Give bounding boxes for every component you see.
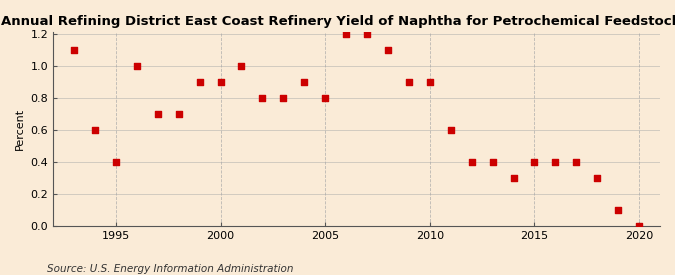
Point: [508, 176, 519, 180]
Point: [90, 128, 101, 132]
Point: [111, 160, 122, 164]
Point: [341, 31, 352, 36]
Point: [278, 95, 289, 100]
Point: [487, 160, 498, 164]
Point: [194, 79, 205, 84]
Point: [362, 31, 373, 36]
Point: [404, 79, 414, 84]
Point: [236, 64, 247, 68]
Point: [550, 160, 561, 164]
Text: Source: U.S. Energy Information Administration: Source: U.S. Energy Information Administ…: [47, 264, 294, 274]
Point: [383, 47, 394, 52]
Point: [613, 208, 624, 212]
Point: [299, 79, 310, 84]
Point: [529, 160, 540, 164]
Point: [132, 64, 142, 68]
Point: [634, 224, 645, 228]
Point: [592, 176, 603, 180]
Point: [257, 95, 268, 100]
Point: [69, 47, 80, 52]
Title: Annual Refining District East Coast Refinery Yield of Naphtha for Petrochemical : Annual Refining District East Coast Refi…: [1, 15, 675, 28]
Point: [153, 111, 163, 116]
Point: [215, 79, 226, 84]
Point: [571, 160, 582, 164]
Point: [320, 95, 331, 100]
Point: [466, 160, 477, 164]
Y-axis label: Percent: Percent: [15, 108, 25, 150]
Point: [173, 111, 184, 116]
Point: [446, 128, 456, 132]
Point: [425, 79, 435, 84]
